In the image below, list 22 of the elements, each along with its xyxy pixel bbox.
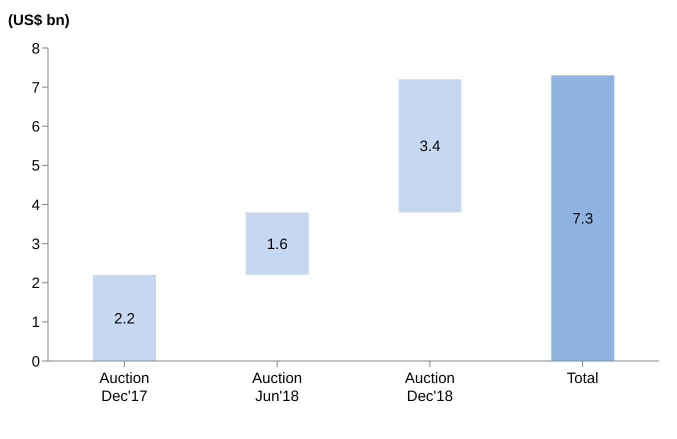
y-tick-label: 1 <box>32 314 40 332</box>
bar <box>398 79 462 212</box>
data-label: 3.4 <box>420 138 440 156</box>
data-label: 1.6 <box>266 236 288 253</box>
bar <box>93 274 156 361</box>
data-label: 7.3 <box>572 210 594 228</box>
y-tick-label: 0 <box>32 353 40 370</box>
y-tick-label: 4 <box>32 196 40 214</box>
y-tick-label: 5 <box>32 158 40 175</box>
y-tick-label: 8 <box>32 40 40 58</box>
bar <box>551 75 614 361</box>
x-tick-label: Auction Dec'17 <box>99 370 150 405</box>
y-tick-label: 7 <box>32 79 40 96</box>
y-tick-label: 2 <box>32 275 40 292</box>
x-tick-label: Auction Jun'18 <box>252 370 302 405</box>
bar <box>246 212 309 275</box>
y-tick-label: 6 <box>32 118 40 136</box>
x-tick-label: Total <box>566 370 598 387</box>
y-tick-label: 3 <box>32 236 40 253</box>
data-label: 2.2 <box>114 310 135 328</box>
y-axis-title: (US$ bn) <box>8 12 70 29</box>
x-tick-label: Auction Dec'18 <box>404 370 455 405</box>
